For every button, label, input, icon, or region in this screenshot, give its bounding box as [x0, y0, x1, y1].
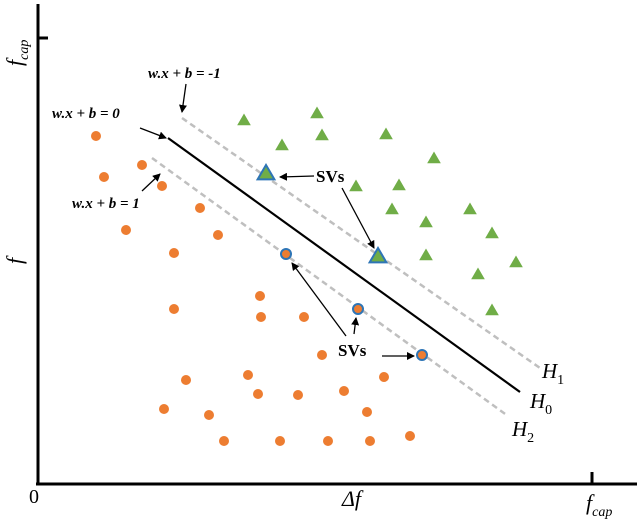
equation-neg-margin: w.x + b = -1	[148, 66, 221, 82]
x-tick-label: Δf	[341, 486, 364, 511]
y-axis-mid-label: f	[2, 255, 27, 264]
triangle-points	[237, 106, 523, 316]
triangle-point	[379, 127, 393, 140]
y-axis-top-label: fcap	[2, 40, 32, 66]
circle-point	[204, 410, 214, 420]
h2-label: H2	[511, 417, 534, 446]
circle-points	[91, 131, 428, 446]
triangle-point	[485, 303, 499, 316]
equation-decision: w.x + b = 0	[52, 106, 120, 122]
circle-point	[275, 436, 285, 446]
circle-point	[299, 312, 309, 322]
circle-point	[293, 390, 303, 400]
circle-point	[169, 248, 179, 258]
h1-margin-line	[181, 116, 541, 370]
circle-point	[379, 372, 389, 382]
triangle-point	[419, 215, 433, 228]
triangle-point	[419, 248, 433, 261]
circle-point	[243, 370, 253, 380]
triangle-point	[509, 255, 523, 268]
circle-support-vector	[416, 349, 428, 361]
circle-support-vector	[280, 248, 292, 260]
circle-point	[219, 436, 229, 446]
arrow-sv-upper-right	[341, 187, 375, 249]
triangle-support-vector	[255, 163, 277, 181]
arrow-sv-lower-left	[291, 262, 347, 337]
triangle-point	[385, 202, 399, 215]
arrow-pos-margin	[141, 173, 161, 192]
circle-point	[365, 436, 375, 446]
circle-point	[99, 172, 109, 182]
h0-label: H0	[529, 389, 552, 418]
arrow-sv-lower-mid	[351, 317, 360, 335]
circle-support-vector	[352, 303, 364, 315]
origin-label: 0	[29, 486, 39, 508]
arrow-decision	[139, 127, 167, 140]
triangle-point	[427, 151, 441, 164]
triangle-point	[349, 179, 363, 192]
hyperplanes	[151, 116, 541, 418]
axes	[36, 4, 637, 486]
circle-point	[169, 304, 179, 314]
sv-label-lower: SVs	[338, 341, 367, 360]
circle-point	[323, 436, 333, 446]
arrow-sv-upper-left	[279, 172, 315, 181]
circle-point	[256, 312, 266, 322]
circle-point	[121, 225, 131, 235]
triangle-point	[463, 202, 477, 215]
circle-point	[317, 350, 327, 360]
x-axis-label: fcap	[586, 490, 612, 520]
triangle-point	[392, 178, 406, 191]
circle-point	[255, 291, 265, 301]
triangle-point	[471, 267, 485, 280]
circle-point	[253, 389, 263, 399]
h2-margin-line	[151, 156, 509, 418]
circle-point	[137, 160, 147, 170]
circle-point	[181, 375, 191, 385]
circle-point	[159, 404, 169, 414]
triangle-point	[237, 113, 251, 126]
triangle-point	[485, 226, 499, 239]
equation-pos-margin: w.x + b = 1	[72, 196, 140, 212]
circle-point	[339, 386, 349, 396]
triangle-support-vector	[367, 246, 389, 264]
triangle-point	[275, 138, 289, 151]
h1-label: H1	[541, 359, 564, 388]
sv-label-upper: SVs	[316, 167, 345, 186]
triangle-point	[315, 128, 329, 141]
h0-decision-line	[167, 137, 521, 393]
circle-point	[405, 431, 415, 441]
circle-point	[195, 203, 205, 213]
circle-point	[213, 230, 223, 240]
arrow-neg-margin	[179, 83, 187, 113]
circle-point	[362, 407, 372, 417]
circle-point	[157, 181, 167, 191]
circle-point	[91, 131, 101, 141]
triangle-point	[310, 106, 324, 119]
